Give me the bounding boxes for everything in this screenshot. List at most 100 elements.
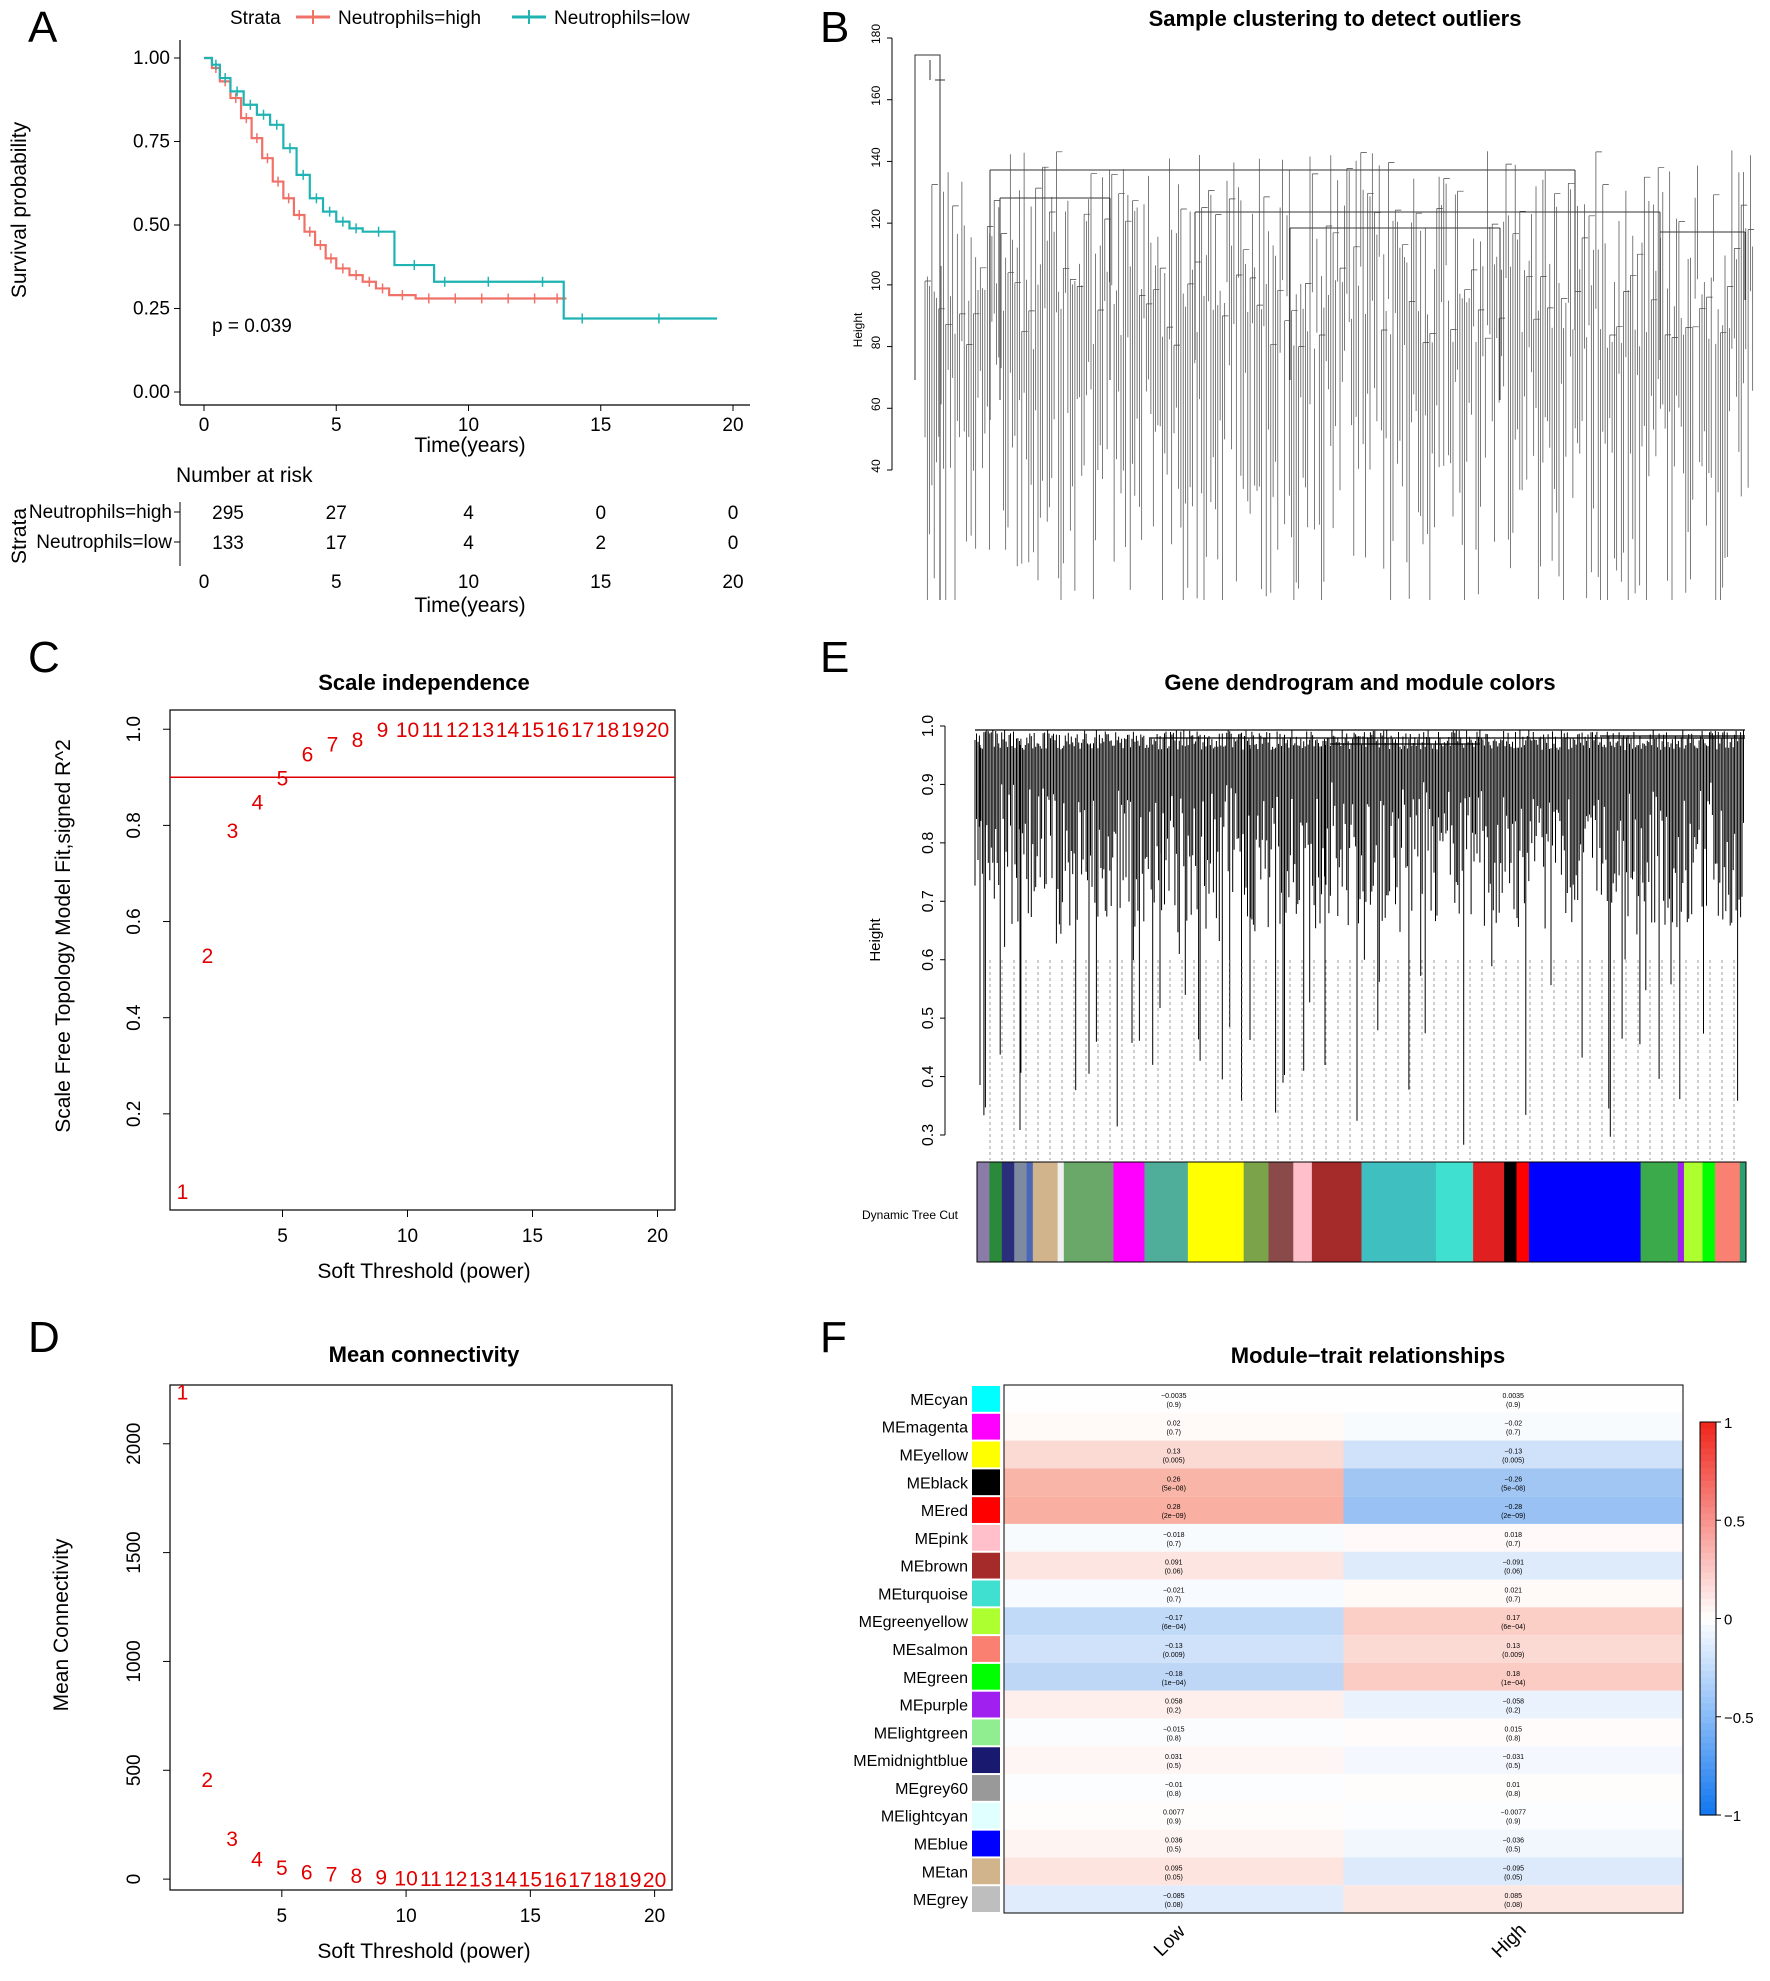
module-swatch	[972, 1386, 1000, 1412]
colorbar-step	[1700, 1782, 1716, 1790]
cell-pvalue: (0.05)	[1165, 1874, 1183, 1881]
cell-pvalue: (0.8)	[1167, 1735, 1181, 1742]
colorbar-step	[1700, 1651, 1716, 1659]
dendro-b-tick-label: 100	[869, 271, 883, 291]
module-swatch	[972, 1441, 1000, 1468]
power-label: 20	[643, 1869, 666, 1892]
colorbar-step	[1700, 1441, 1716, 1449]
power-label: 1	[177, 1382, 189, 1405]
module-label: MEpurple	[900, 1698, 969, 1715]
module-label: MEcyan	[910, 1392, 968, 1409]
cell-pvalue: (5e−08)	[1162, 1485, 1186, 1492]
module-swatch	[972, 1802, 1000, 1829]
power-label: 5	[277, 767, 289, 790]
cell-value: 0.13	[1167, 1448, 1181, 1455]
colorbar-step	[1700, 1736, 1716, 1744]
colorbar-step	[1700, 1638, 1716, 1646]
heatmap-cell	[1004, 1801, 1344, 1830]
heatmap-f: MEcyan −0.0035 (0.9) 0.0035 (0.9) MEmagenta 0.…	[853, 1384, 1754, 1962]
heatmap-cell	[1004, 1551, 1344, 1580]
colorbar-step	[1700, 1723, 1716, 1731]
colorbar-tick-label: −1	[1724, 1808, 1741, 1825]
cell-value: 0.26	[1167, 1476, 1181, 1483]
cell-value: 0.095	[1165, 1865, 1183, 1872]
colorbar-step	[1700, 1487, 1716, 1495]
cell-value: −0.13	[1504, 1448, 1522, 1455]
module-label: MEsalmon	[892, 1642, 968, 1659]
module-swatch	[972, 1830, 1000, 1857]
colorbar-step	[1700, 1448, 1716, 1456]
cell-pvalue: (0.08)	[1165, 1902, 1183, 1909]
power-label: 13	[469, 1868, 492, 1891]
km-x-tick-label: 0	[199, 415, 210, 436]
colorbar-step	[1700, 1625, 1716, 1633]
risk-time-label: 5	[331, 572, 342, 593]
power-label: 16	[546, 719, 569, 742]
module-label: MEpink	[915, 1531, 969, 1548]
module-color-block	[1361, 1162, 1437, 1262]
cell-pvalue: (2e−09)	[1162, 1513, 1186, 1520]
module-swatch	[972, 1608, 1000, 1635]
km-plot: 0.00 0.25 0.50 0.75 1.00 0 5 10 15 20	[133, 40, 750, 436]
heatmap-cell	[1343, 1662, 1683, 1691]
km-x-tick-label: 15	[590, 415, 611, 436]
power-label: 6	[301, 1861, 313, 1884]
module-color-block	[1739, 1162, 1747, 1262]
heatmap-cell	[1343, 1635, 1683, 1663]
dendro-e-tick-label: 0.3	[920, 1124, 937, 1146]
module-color-block	[1032, 1162, 1059, 1262]
module-label: MEmagenta	[882, 1420, 968, 1437]
colorbar-step	[1700, 1520, 1716, 1528]
cell-value: −0.18	[1165, 1671, 1183, 1678]
risk-xlabel: Time(years)	[414, 594, 525, 617]
title-d: Mean connectivity	[329, 1342, 520, 1367]
risk-ylabel: Strata	[8, 508, 31, 564]
module-color-block	[1473, 1162, 1505, 1262]
module-label: MElightgreen	[874, 1725, 968, 1742]
colorbar-step	[1700, 1657, 1716, 1665]
plot-d-x-tick-label: 10	[396, 1906, 417, 1927]
panel-letter-c: C	[28, 633, 60, 682]
cell-pvalue: (0.7)	[1506, 1430, 1520, 1437]
heatmap-cell	[1004, 1746, 1344, 1775]
risk-time-label: 15	[590, 572, 611, 593]
module-label: MEgrey	[913, 1892, 968, 1909]
module-color-block	[1001, 1162, 1015, 1262]
legend-a: Neutrophils=high Neutrophils=low	[296, 8, 690, 29]
module-color-block	[1714, 1162, 1741, 1262]
dendro-e-branches	[974, 730, 1744, 1145]
power-label: 9	[375, 1867, 387, 1890]
power-label: 7	[326, 1864, 338, 1887]
colorbar-step	[1700, 1546, 1716, 1554]
module-swatch	[972, 1469, 1000, 1496]
power-label: 14	[496, 719, 520, 742]
power-label: 6	[302, 743, 314, 766]
cell-value: 0.17	[1506, 1615, 1520, 1622]
power-label: 10	[394, 1867, 417, 1890]
km-y-tick-label: 0.50	[133, 215, 170, 236]
panel-a-survival: Strata Neutrophils=high Neutrophils=low S…	[8, 8, 750, 617]
colorbar-step	[1700, 1644, 1716, 1652]
cell-value: 0.02	[1167, 1421, 1181, 1428]
plot-d-x-tick-label: 5	[277, 1906, 288, 1927]
power-label: 14	[494, 1869, 518, 1892]
risk-count: 133	[212, 533, 244, 554]
module-swatch	[972, 1580, 1000, 1607]
dendro-b-tick-label: 60	[869, 397, 883, 411]
trait-label: High	[1488, 1920, 1530, 1962]
risk-count: 295	[212, 503, 244, 524]
cell-value: −0.091	[1502, 1560, 1524, 1567]
module-color-block	[1144, 1162, 1189, 1262]
module-color-block	[1293, 1162, 1313, 1262]
panel-e-gene-dendrogram: Gene dendrogram and module colors Height…	[862, 670, 1747, 1263]
module-color-block	[1268, 1162, 1294, 1262]
heatmap-cell	[1343, 1579, 1683, 1608]
km-ylabel: Survival probability	[8, 121, 31, 298]
cell-value: 0.031	[1165, 1754, 1183, 1761]
km-x-tick-label: 20	[722, 415, 743, 436]
power-label: 3	[227, 820, 239, 843]
module-color-block	[1113, 1162, 1145, 1262]
plot-d-y-tick-label: 0	[124, 1874, 145, 1885]
power-label: 16	[544, 1869, 567, 1892]
dendro-b-tick-label: 40	[869, 459, 883, 473]
